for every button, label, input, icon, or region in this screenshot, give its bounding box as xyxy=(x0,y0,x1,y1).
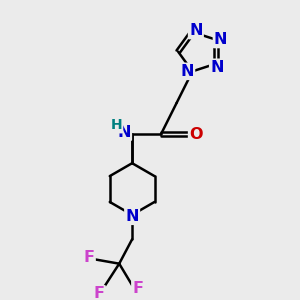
Text: N: N xyxy=(181,64,194,79)
Text: F: F xyxy=(94,286,105,300)
Text: H: H xyxy=(110,118,122,132)
Text: F: F xyxy=(84,250,94,266)
Text: N: N xyxy=(210,60,224,75)
Text: F: F xyxy=(132,280,143,296)
Text: N: N xyxy=(125,209,139,224)
Text: N: N xyxy=(189,23,202,38)
Text: O: O xyxy=(189,127,202,142)
Text: N: N xyxy=(117,125,131,140)
Text: N: N xyxy=(214,32,227,47)
